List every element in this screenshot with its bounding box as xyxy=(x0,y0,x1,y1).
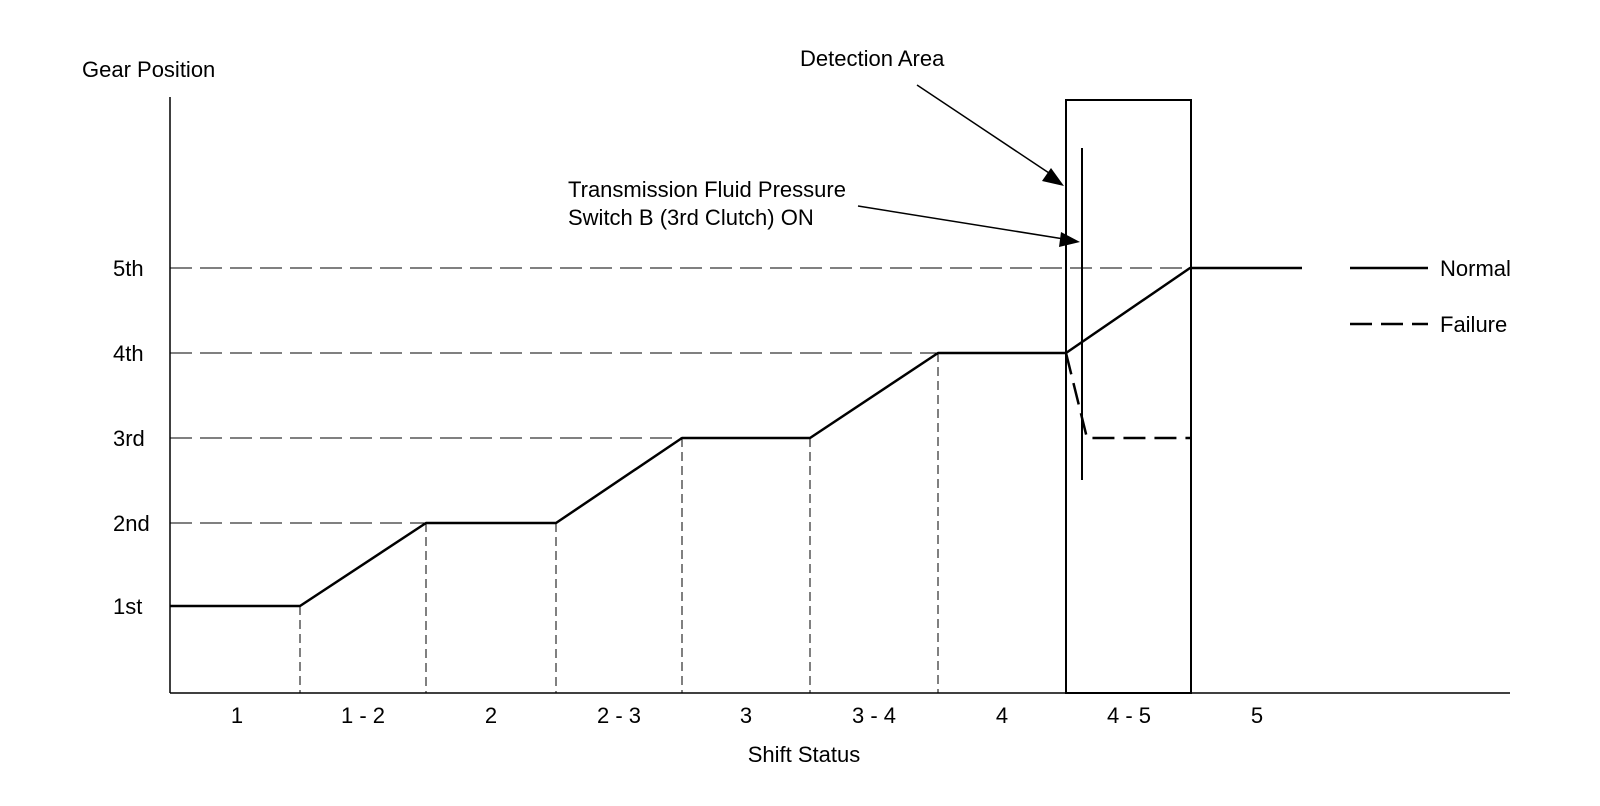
shift-label: 3 xyxy=(740,703,752,728)
pressure-switch-label-line1: Transmission Fluid Pressure xyxy=(568,177,846,202)
pressure-switch-label-line2: Switch B (3rd Clutch) ON xyxy=(568,205,814,230)
legend-normal-label: Normal xyxy=(1440,256,1511,281)
gear-label-4th: 4th xyxy=(113,341,144,366)
shift-label: 4 xyxy=(996,703,1008,728)
gear-label-3rd: 3rd xyxy=(113,426,145,451)
legend: Normal Failure xyxy=(1350,256,1511,337)
failure-curve xyxy=(1064,352,1190,440)
detection-area-box xyxy=(1065,99,1192,694)
shift-label: 4 - 5 xyxy=(1107,703,1151,728)
shift-label: 5 xyxy=(1251,703,1263,728)
x-axis-title: Shift Status xyxy=(748,742,861,767)
gear-label-1st: 1st xyxy=(113,594,142,619)
shift-labels: 1 1 - 2 2 2 - 3 3 3 - 4 4 4 - 5 5 xyxy=(231,703,1263,728)
detection-area-label: Detection Area xyxy=(800,46,945,71)
pressure-switch-arrow-line xyxy=(857,205,1065,240)
legend-failure-label: Failure xyxy=(1440,312,1507,337)
y-axis-title: Gear Position xyxy=(82,57,215,82)
detection-area-arrowhead xyxy=(1042,168,1064,186)
detection-area-arrow-line xyxy=(916,84,1053,176)
gear-label-2nd: 2nd xyxy=(113,511,150,536)
shift-dividers xyxy=(299,353,939,693)
shift-label: 2 - 3 xyxy=(597,703,641,728)
gear-label-5th: 5th xyxy=(113,256,144,281)
shift-label: 2 xyxy=(485,703,497,728)
shift-label: 3 - 4 xyxy=(852,703,896,728)
shift-label: 1 xyxy=(231,703,243,728)
shift-label: 1 - 2 xyxy=(341,703,385,728)
pressure-switch-arrowhead xyxy=(1059,232,1080,247)
gear-labels: 5th 4th 3rd 2nd 1st xyxy=(113,256,150,619)
normal-curve xyxy=(170,266,1302,608)
gear-guides xyxy=(170,267,1190,524)
